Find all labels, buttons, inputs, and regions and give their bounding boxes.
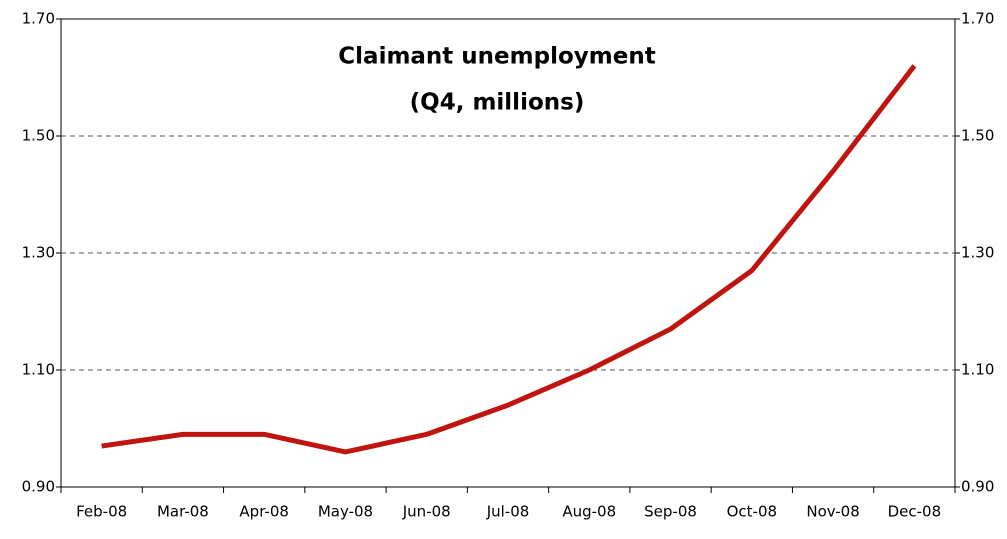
x-tick-label: Apr-08 xyxy=(239,503,289,521)
x-tick-label: May-08 xyxy=(318,503,373,521)
y-tick-label: 0.90 xyxy=(22,478,55,496)
y2-tick-label: 1.50 xyxy=(961,127,994,145)
x-tick-label: Feb-08 xyxy=(76,503,127,521)
line xyxy=(101,64,917,455)
y2-tick-label: 1.70 xyxy=(961,10,994,28)
y-tick-label: 1.10 xyxy=(22,361,55,379)
x-tick-label: Jun-08 xyxy=(402,503,451,521)
y2-tick-label: 0.90 xyxy=(961,478,994,496)
x-tick-label: Oct-08 xyxy=(727,503,777,521)
y2-tick-label: 1.10 xyxy=(961,361,994,379)
y-tick-label: 1.70 xyxy=(22,10,55,28)
x-tick-label: Aug-08 xyxy=(562,503,616,521)
x-tick-label: Dec-08 xyxy=(888,503,942,521)
x-tick-label: Sep-08 xyxy=(644,503,697,521)
x-tick-label: Mar-08 xyxy=(157,503,209,521)
y-tick-label: 1.30 xyxy=(22,244,55,262)
chart-subtitle: (Q4, millions) xyxy=(410,90,585,116)
y2-tick-label: 1.30 xyxy=(961,244,994,262)
x-tick-label: Nov-08 xyxy=(806,503,859,521)
y-tick-label: 1.50 xyxy=(22,127,55,145)
x-tick-label: Jul-08 xyxy=(486,503,530,521)
chart-title: Claimant unemployment xyxy=(338,44,655,70)
